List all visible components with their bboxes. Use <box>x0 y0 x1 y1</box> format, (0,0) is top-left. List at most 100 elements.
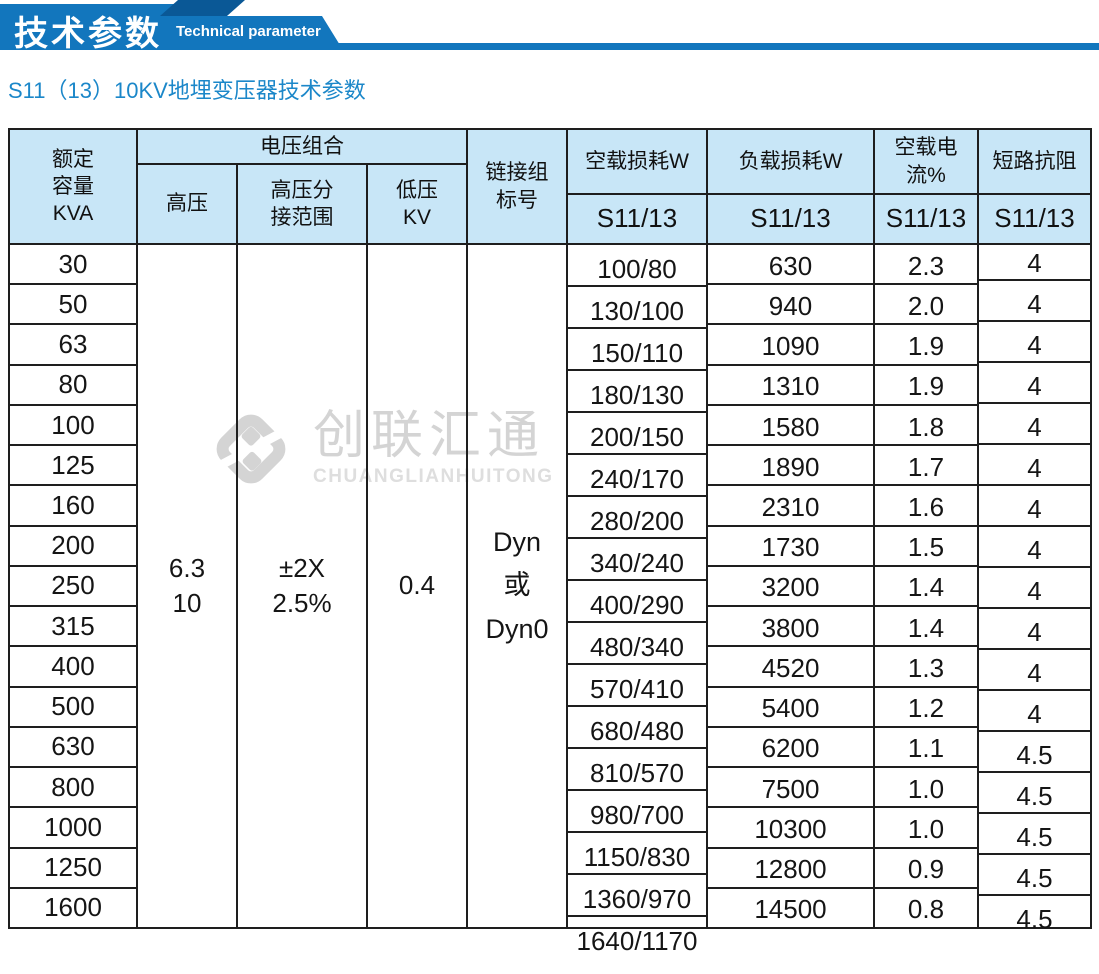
header-group-impedance: 短路抗阻 S11/13 <box>979 130 1090 243</box>
cell-no-load-loss: 980/700 <box>568 791 706 833</box>
header-capacity: 额定 容量 KVA <box>10 130 138 243</box>
table-header: 额定 容量 KVA 电压组合 高压 高压分 接范围 低压 KV 链接组 标号 空… <box>10 130 1090 245</box>
cell-impedance: 4 <box>979 240 1090 281</box>
cell-capacity: 63 <box>10 325 136 366</box>
cell-no-load-loss: 1360/970 <box>568 875 706 917</box>
cell-load-loss: 10300 <box>708 808 873 849</box>
cell-no-load-loss: 810/570 <box>568 749 706 791</box>
cell-impedance: 4 <box>979 322 1090 363</box>
cell-no-load-loss: 200/150 <box>568 413 706 455</box>
cell-load-loss: 4520 <box>708 647 873 688</box>
header-vector-group: 链接组 标号 <box>468 130 568 243</box>
cell-capacity: 630 <box>10 728 136 769</box>
watermark-en: CHUANGLIANHUITONG <box>313 466 554 487</box>
cell-capacity: 50 <box>10 285 136 326</box>
cell-capacity: 250 <box>10 567 136 608</box>
cell-capacity: 1250 <box>10 849 136 889</box>
cell-capacity: 400 <box>10 647 136 688</box>
table-body: 创联汇通 CHUANGLIANHUITONG 30 50 63 80 100 125 160… <box>10 245 1090 956</box>
cell-capacity: 1000 <box>10 808 136 849</box>
banner-strip <box>0 43 1099 50</box>
cell-capacity: 125 <box>10 446 136 487</box>
watermark-text: 创联汇通 CHUANGLIANHUITONG <box>313 410 553 488</box>
cell-impedance: 4.5 <box>979 855 1090 896</box>
cell-capacity: 1600 <box>44 892 102 923</box>
cell-load-loss: 1310 <box>708 366 873 406</box>
cell-load-loss: 12800 <box>708 849 873 889</box>
cell-impedance: 4 <box>979 486 1090 527</box>
cell-load-loss: 1890 <box>708 446 873 487</box>
cell-no-load-loss: 340/240 <box>568 539 706 581</box>
merged-cell-lv: 0.4 <box>398 570 436 601</box>
cell-load-loss: 3200 <box>708 567 873 608</box>
cell-no-load-loss: 1640/1170 <box>576 926 698 956</box>
cell-no-load-current: 1.3 <box>875 647 977 688</box>
merged-cell-vector: Dyn 或 Dyn0 <box>485 527 549 644</box>
cell-no-load-loss: 400/290 <box>568 581 706 623</box>
cell-capacity: 200 <box>10 527 136 567</box>
cell-load-loss: 2310 <box>708 486 873 527</box>
cell-impedance: 4 <box>979 281 1090 322</box>
column-vector: Dyn 或 Dyn0 <box>468 245 568 927</box>
cell-impedance: 4.5 <box>979 732 1090 773</box>
column-lv: 0.4 <box>368 245 468 927</box>
cell-impedance: 4 <box>979 568 1090 609</box>
cell-load-loss: 630 <box>708 245 873 286</box>
header-no-load-current-sub: S11/13 <box>885 203 967 234</box>
column-load-loss: 630 940 1090 1310 1580 1890 2310 1730 3200 3800 45… <box>708 245 875 927</box>
merged-cell-hv: 6.3 10 <box>168 552 206 618</box>
cell-load-loss: 940 <box>708 285 873 326</box>
cell-no-load-loss: 680/480 <box>568 707 706 749</box>
cell-no-load-current: 1.9 <box>875 366 977 406</box>
cell-capacity: 100 <box>10 406 136 447</box>
cell-no-load-current: 1.2 <box>875 688 977 728</box>
column-capacity: 30 50 63 80 100 125 160 200 250 315 400 500 630 800 10… <box>10 245 138 927</box>
cell-capacity: 80 <box>10 366 136 406</box>
cell-load-loss: 1730 <box>708 527 873 567</box>
cell-no-load-current: 1.1 <box>875 728 977 769</box>
cell-load-loss: 5400 <box>708 688 873 728</box>
watermark-cn: 创联汇通 <box>313 407 546 465</box>
cell-no-load-loss: 150/110 <box>568 329 706 371</box>
banner-title-en: Technical parameter <box>176 23 321 40</box>
header-impedance: 短路抗阻 <box>979 130 1090 195</box>
cell-no-load-loss: 480/340 <box>568 623 706 665</box>
cell-no-load-loss: 280/200 <box>568 497 706 539</box>
cell-capacity: 800 <box>10 768 136 809</box>
cell-impedance: 4 <box>979 691 1090 732</box>
cell-no-load-current: 1.4 <box>875 567 977 608</box>
cell-no-load-current: 1.5 <box>875 527 977 567</box>
cell-impedance: 4 <box>979 363 1090 404</box>
cell-no-load-loss: 570/410 <box>568 665 706 707</box>
cell-no-load-current: 1.4 <box>875 607 977 648</box>
column-no-load-loss: 100/80 130/100 150/110 180/130 200/150 240/17… <box>568 245 708 956</box>
cell-load-loss: 14500 <box>754 894 827 925</box>
cell-load-loss: 1090 <box>708 325 873 366</box>
cell-no-load-current: 0.9 <box>875 849 977 889</box>
cell-no-load-current: 2.0 <box>875 285 977 326</box>
section-banner: 技术参数 Technical parameter <box>0 0 1099 53</box>
cell-capacity: 500 <box>10 688 136 728</box>
cell-impedance: 4.5 <box>979 814 1090 855</box>
header-group-voltage: 电压组合 高压 高压分 接范围 低压 KV <box>138 130 468 243</box>
cell-capacity: 315 <box>10 607 136 648</box>
cell-capacity: 160 <box>10 486 136 527</box>
cell-load-loss: 7500 <box>708 768 873 809</box>
cell-impedance: 4 <box>979 650 1090 691</box>
cell-no-load-loss: 100/80 <box>568 245 706 287</box>
header-no-load-loss-sub: S11/13 <box>596 203 678 234</box>
cell-impedance: 4.5 <box>979 773 1090 814</box>
column-impedance: 4 4 4 4 4 4 4 4 4 4 4 4 4.5 4.5 4.5 4.5 4.5 <box>979 245 1090 934</box>
cell-no-load-current: 1.0 <box>875 768 977 809</box>
header-voltage-group: 电压组合 <box>138 130 466 165</box>
cell-no-load-current: 2.3 <box>875 245 977 286</box>
cell-no-load-loss: 180/130 <box>568 371 706 413</box>
banner-fold <box>160 0 245 16</box>
header-load-loss-sub: S11/13 <box>750 203 831 234</box>
cell-no-load-current: 1.8 <box>875 406 977 447</box>
cell-impedance: 4 <box>979 404 1090 445</box>
parameters-table: 额定 容量 KVA 电压组合 高压 高压分 接范围 低压 KV 链接组 标号 空… <box>8 128 1092 956</box>
header-no-load-current: 空载电流% <box>875 130 977 195</box>
cell-load-loss: 6200 <box>708 728 873 769</box>
cell-no-load-loss: 240/170 <box>568 455 706 497</box>
